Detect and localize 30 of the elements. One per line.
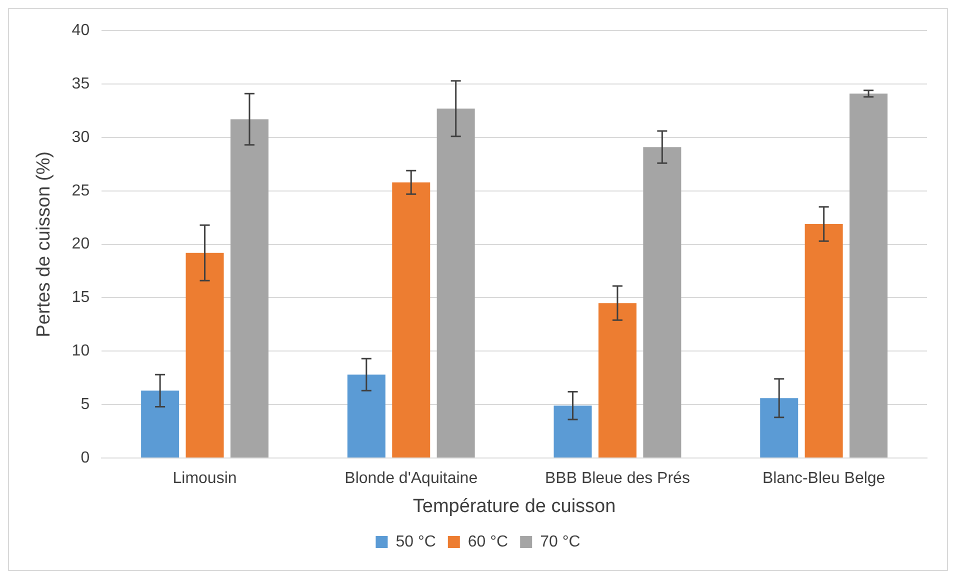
legend-label: 70 °C (540, 533, 580, 550)
bar (554, 406, 592, 458)
y-tick-label: 20 (72, 236, 90, 253)
x-tick-label: Blonde d'Aquitaine (344, 470, 478, 488)
x-tick-label: BBB Bleue des Prés (544, 470, 690, 488)
y-tick-label: 35 (72, 75, 90, 92)
bar (643, 147, 682, 458)
bar (392, 182, 430, 458)
x-axis-title: Température de cuisson (412, 496, 616, 517)
bar (230, 119, 268, 458)
y-tick-label: 5 (80, 396, 90, 413)
bar (347, 374, 386, 458)
bar (760, 398, 798, 458)
y-axis-title: Pertes de cuisson (%) (34, 151, 55, 338)
y-tick-label: 30 (72, 128, 90, 146)
y-tick-label: 0 (80, 449, 90, 466)
bar (850, 94, 888, 458)
x-tick-label: Limousin (172, 470, 237, 488)
bar (436, 108, 475, 458)
y-tick-label: 40 (72, 22, 90, 40)
y-tick-label: 25 (72, 182, 90, 200)
y-tick-label: 10 (72, 342, 90, 360)
y-tick-label: 15 (72, 289, 90, 306)
x-tick-label: Blanc-Bleu Belge (762, 470, 886, 488)
bar (804, 224, 843, 458)
bar (141, 390, 180, 458)
bar (186, 252, 224, 458)
legend-label: 60 °C (468, 533, 508, 550)
bar (598, 303, 636, 458)
legend-label: 50 °C (396, 533, 436, 550)
